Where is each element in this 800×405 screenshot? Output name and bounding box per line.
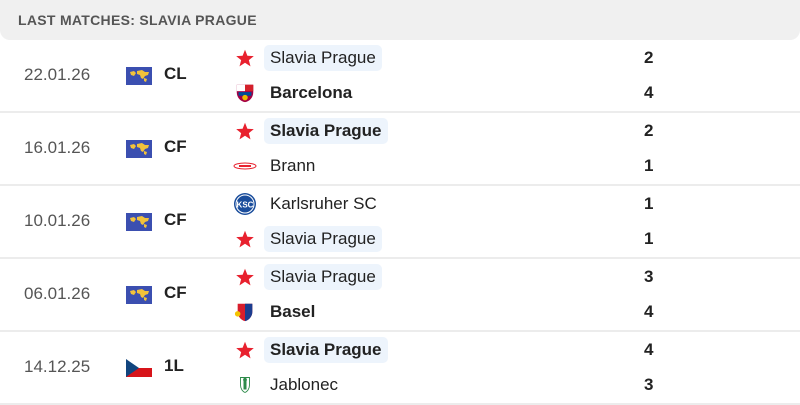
brann-crest-icon — [232, 153, 258, 179]
team-away: Barcelona — [232, 79, 358, 107]
home-score: 1 — [644, 194, 654, 213]
team-away: Slavia Prague — [232, 225, 382, 253]
slavia-star-icon — [232, 45, 258, 71]
team-home: Slavia Prague — [232, 263, 382, 291]
slavia-star-icon — [232, 118, 258, 144]
ksc-crest-icon: KSC — [232, 191, 258, 217]
competition: CF — [164, 137, 187, 156]
world-flag-icon — [126, 140, 152, 158]
team-name: Slavia Prague — [264, 45, 382, 71]
match-row[interactable]: 14.12.25 1L Slavia Prague Jablonec 4 3 — [0, 332, 800, 405]
team-home: Slavia Prague — [232, 117, 388, 145]
section-title: LAST MATCHES: SLAVIA PRAGUE — [18, 12, 257, 28]
home-score: 4 — [644, 340, 654, 359]
slavia-star-icon — [232, 337, 258, 363]
barcelona-crest-icon — [232, 80, 258, 106]
home-score: 3 — [644, 267, 654, 286]
match-date: 10.01.26 — [24, 211, 91, 230]
team-name: Barcelona — [270, 83, 353, 102]
competition: CF — [164, 283, 187, 302]
team-away: Brann — [232, 152, 321, 180]
team-name: Karlsruher SC — [270, 194, 377, 213]
match-date: 16.01.26 — [24, 138, 91, 157]
svg-text:KSC: KSC — [237, 201, 254, 210]
team-home: KSC Karlsruher SC — [232, 190, 383, 218]
czech-flag-icon — [126, 359, 152, 377]
world-flag-icon — [126, 213, 152, 231]
world-flag-icon — [126, 286, 152, 304]
competition: 1L — [164, 356, 184, 375]
match-row[interactable]: 10.01.26 CF KSC Karlsruher SC Slavia Pragu… — [0, 186, 800, 259]
competition: CF — [164, 210, 187, 229]
team-name: Basel — [270, 302, 316, 321]
competition: CL — [164, 64, 187, 83]
match-date: 06.01.26 — [24, 284, 91, 303]
away-score: 4 — [644, 302, 654, 321]
section-header: LAST MATCHES: SLAVIA PRAGUE — [0, 0, 800, 40]
team-name: Slavia Prague — [264, 337, 388, 363]
basel-crest-icon — [232, 299, 258, 325]
match-list: 22.01.26 CL Slavia Prague Barcelona 2 4 16… — [0, 40, 800, 405]
team-name: Slavia Prague — [264, 264, 382, 290]
slavia-star-icon — [232, 226, 258, 252]
team-away: Basel — [232, 298, 321, 326]
match-date: 22.01.26 — [24, 65, 91, 84]
match-row[interactable]: 16.01.26 CF Slavia Prague Brann 2 1 — [0, 113, 800, 186]
world-flag-icon — [126, 67, 152, 85]
away-score: 1 — [644, 156, 654, 175]
team-home: Slavia Prague — [232, 44, 382, 72]
match-date: 14.12.25 — [24, 357, 91, 376]
team-home: Slavia Prague — [232, 336, 388, 364]
jablonec-crest-icon — [232, 372, 258, 398]
team-name: Slavia Prague — [264, 226, 382, 252]
team-name: Jablonec — [270, 375, 339, 394]
team-name: Slavia Prague — [264, 118, 388, 144]
home-score: 2 — [644, 48, 654, 67]
away-score: 4 — [644, 83, 654, 102]
match-row[interactable]: 22.01.26 CL Slavia Prague Barcelona 2 4 — [0, 40, 800, 113]
slavia-star-icon — [232, 264, 258, 290]
team-name: Brann — [270, 156, 316, 175]
match-row[interactable]: 06.01.26 CF Slavia Prague Basel 3 4 — [0, 259, 800, 332]
team-away: Jablonec — [232, 371, 344, 399]
away-score: 3 — [644, 375, 654, 394]
home-score: 2 — [644, 121, 654, 140]
away-score: 1 — [644, 229, 654, 248]
